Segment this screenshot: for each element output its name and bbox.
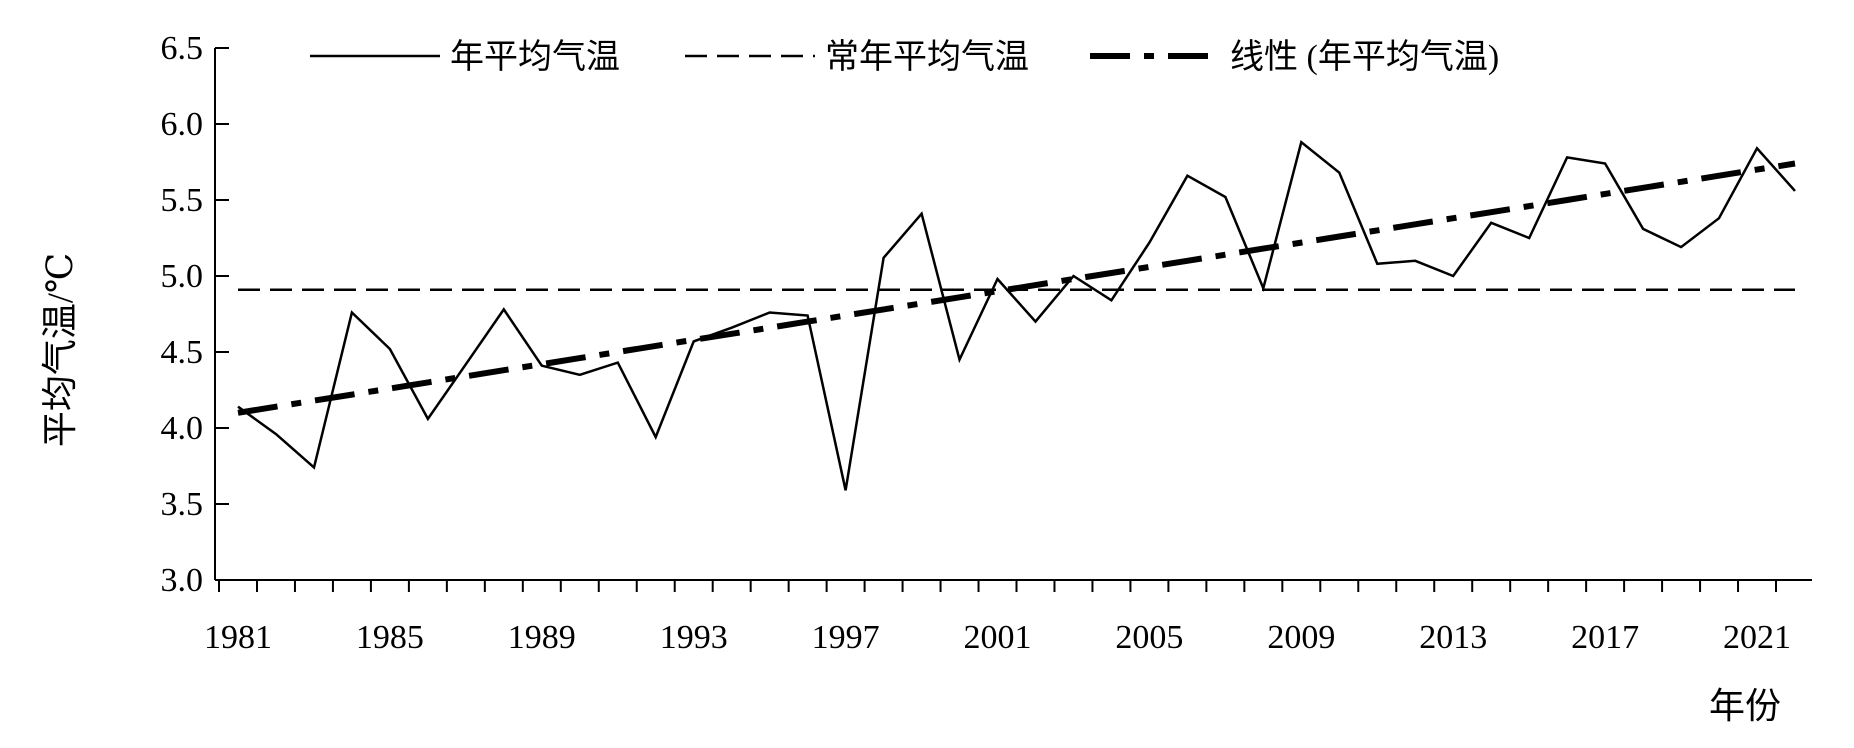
y-axis-label: 平均气温/℃ xyxy=(40,253,80,447)
y-tick-label: 5.0 xyxy=(161,258,204,295)
axes: 3.0 3.5 4.0 4.5 5.0 5.5 6.0 6.5 1981 1985 1989 1993… xyxy=(161,30,1812,656)
series-line xyxy=(237,160,1796,416)
x-tick-label: 2005 xyxy=(1115,619,1183,656)
y-tick-label: 3.0 xyxy=(161,562,204,599)
y-tick-label: 4.5 xyxy=(161,334,204,371)
x-tick-label: 2009 xyxy=(1267,619,1335,656)
x-tick-label: 1993 xyxy=(660,619,728,656)
x-axis-label: 年份 xyxy=(1709,686,1781,726)
y-tick-label: 6.5 xyxy=(161,30,204,67)
x-tick-label: 2001 xyxy=(964,619,1032,656)
y-tick-label: 5.5 xyxy=(161,182,204,219)
legend-label: 年平均气温 xyxy=(450,38,620,76)
y-tick-label: 3.5 xyxy=(161,486,204,523)
legend-label: 线性 (年平均气温) xyxy=(1230,38,1499,76)
x-tick-label: 1997 xyxy=(812,619,880,656)
x-tick-label: 2017 xyxy=(1571,619,1639,656)
x-tick-label: 1981 xyxy=(204,619,272,656)
series-line xyxy=(237,140,1796,491)
x-tick-label: 1985 xyxy=(356,619,424,656)
legend-label: 常年平均气温 xyxy=(825,38,1029,76)
legend: 年平均气温 常年平均气温 线性 (年平均气温) xyxy=(310,38,1499,76)
y-tick-label: 4.0 xyxy=(161,410,204,447)
y-tick-label: 6.0 xyxy=(161,106,204,143)
plot-lines xyxy=(237,140,1796,491)
x-tick-label: 2021 xyxy=(1723,619,1791,656)
x-tick-label: 2013 xyxy=(1419,619,1487,656)
x-tick-label: 1989 xyxy=(508,619,576,656)
